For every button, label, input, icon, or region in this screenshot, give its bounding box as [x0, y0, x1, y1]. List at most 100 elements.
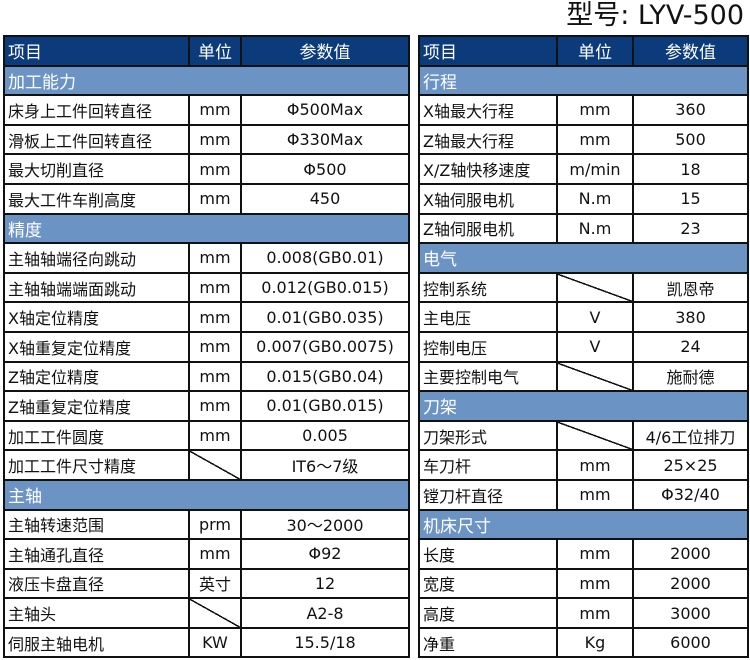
table-header: 项目 单位 参数值: [418, 35, 749, 67]
table-header: 项目 单位 参数值: [3, 35, 410, 67]
param-unit: mm: [188, 390, 242, 422]
header-value: 参数值: [632, 35, 749, 67]
param-name: X轴最大行程: [418, 94, 558, 126]
param-name: 主轴轴端端面跳动: [3, 271, 190, 304]
section-title: 加工能力: [3, 64, 410, 97]
table-row: 伺服主轴电机 KW 15.5/18: [3, 626, 410, 659]
param-name: 长度: [418, 538, 558, 570]
param-value: 0.01(GB0.015): [240, 390, 410, 422]
param-name: 主轴转速范围: [3, 508, 190, 541]
param-unit: 英寸: [188, 567, 242, 600]
param-name: X轴伺服电机: [418, 182, 558, 215]
section-row: 精度: [3, 212, 410, 245]
param-unit: N.m: [556, 182, 634, 215]
param-value: 12: [240, 567, 410, 600]
table-row: 最大切削直径 mm Φ500: [3, 153, 410, 185]
param-name: 宽度: [418, 567, 558, 600]
param-value: Φ92: [240, 538, 410, 570]
table-row: 主要控制电气 施耐德: [418, 360, 749, 393]
param-name: 净重: [418, 626, 558, 659]
header-item: 项目: [3, 35, 190, 67]
table-row: 控制电压 V 24: [418, 330, 749, 363]
param-name: 控制电压: [418, 330, 558, 363]
param-unit: V: [556, 301, 634, 333]
param-name: Z轴定位精度: [3, 360, 190, 393]
table-row: 刀架形式 4/6工位排刀: [418, 419, 749, 452]
param-unit: mm: [556, 597, 634, 629]
param-name: 主轴头: [3, 597, 190, 629]
param-value: 0.007(GB0.0075): [240, 330, 410, 363]
unit-not-applicable: [556, 419, 634, 452]
unit-not-applicable: [556, 271, 634, 304]
param-unit: mm: [188, 271, 242, 304]
table-row: 主轴轴端径向跳动 mm 0.008(GB0.01): [3, 242, 410, 274]
param-value: Φ32/40: [632, 478, 749, 511]
table-row: X轴定位精度 mm 0.01(GB0.035): [3, 301, 410, 333]
table-row: Z轴重复定位精度 mm 0.01(GB0.015): [3, 390, 410, 422]
param-unit: mm: [188, 153, 242, 185]
param-value: 18: [632, 153, 749, 185]
param-value: IT6～7级: [240, 449, 410, 481]
table-row: 长度 mm 2000: [418, 538, 749, 570]
table-row: 滑板上工件回转直径 mm Φ330Max: [3, 123, 410, 156]
param-value: Φ330Max: [240, 123, 410, 156]
param-unit: mm: [188, 330, 242, 363]
param-unit: mm: [188, 360, 242, 393]
param-value: 3000: [632, 597, 749, 629]
param-value: 4/6工位排刀: [632, 419, 749, 452]
param-name: 滑板上工件回转直径: [3, 123, 190, 156]
table-row: X/Z轴快移速度 m/min 18: [418, 153, 749, 185]
param-unit: mm: [188, 123, 242, 156]
param-name: 镗刀杆直径: [418, 478, 558, 511]
table-row: Z轴伺服电机 N.m 23: [418, 212, 749, 245]
param-value: 23: [632, 212, 749, 245]
section-title: 机床尺寸: [418, 508, 749, 541]
param-name: 主电压: [418, 301, 558, 333]
table-row: 宽度 mm 2000: [418, 567, 749, 600]
table-row: 镗刀杆直径 mm Φ32/40: [418, 478, 749, 511]
param-name: X/Z轴快移速度: [418, 153, 558, 185]
section-title: 行程: [418, 64, 749, 97]
param-value: 500: [632, 123, 749, 156]
param-unit: Kg: [556, 626, 634, 659]
table-row: 控制系统 凯恩帝: [418, 271, 749, 304]
table-row: 加工工件圆度 mm 0.005: [3, 419, 410, 452]
table-row: 主轴通孔直径 mm Φ92: [3, 538, 410, 570]
section-row: 主轴: [3, 478, 410, 511]
param-name: 加工工件圆度: [3, 419, 190, 452]
param-value: Φ500: [240, 153, 410, 185]
table-row: 主轴轴端端面跳动 mm 0.012(GB0.015): [3, 271, 410, 304]
param-value: Φ500Max: [240, 94, 410, 126]
section-title: 主轴: [3, 478, 410, 511]
param-value: 0.01(GB0.035): [240, 301, 410, 333]
param-value: 2000: [632, 567, 749, 600]
header-item: 项目: [418, 35, 558, 67]
param-name: 最大工件车削高度: [3, 182, 190, 215]
unit-not-applicable: [556, 360, 634, 393]
table-row: 主轴头 A2-8: [3, 597, 410, 629]
param-value: 380: [632, 301, 749, 333]
param-unit: mm: [188, 419, 242, 452]
header-unit: 单位: [556, 35, 634, 67]
param-name: 伺服主轴电机: [3, 626, 190, 659]
param-unit: prm: [188, 508, 242, 541]
param-name: 控制系统: [418, 271, 558, 304]
section-row: 电气: [418, 242, 749, 274]
table-row: X轴最大行程 mm 360: [418, 94, 749, 126]
param-name: Z轴最大行程: [418, 123, 558, 156]
param-name: 最大切削直径: [3, 153, 190, 185]
param-name: 主要控制电气: [418, 360, 558, 393]
param-unit: m/min: [556, 153, 634, 185]
param-unit: KW: [188, 626, 242, 659]
section-row: 加工能力: [3, 64, 410, 97]
section-title: 精度: [3, 212, 410, 245]
param-name: 车刀杆: [418, 449, 558, 481]
section-title: 电气: [418, 242, 749, 274]
param-value: 6000: [632, 626, 749, 659]
table-row: X轴重复定位精度 mm 0.007(GB0.0075): [3, 330, 410, 363]
param-unit: mm: [556, 123, 634, 156]
table-row: 车刀杆 mm 25×25: [418, 449, 749, 481]
param-value: 30～2000: [240, 508, 410, 541]
unit-not-applicable: [188, 449, 242, 481]
table-row: 最大工件车削高度 mm 450: [3, 182, 410, 215]
